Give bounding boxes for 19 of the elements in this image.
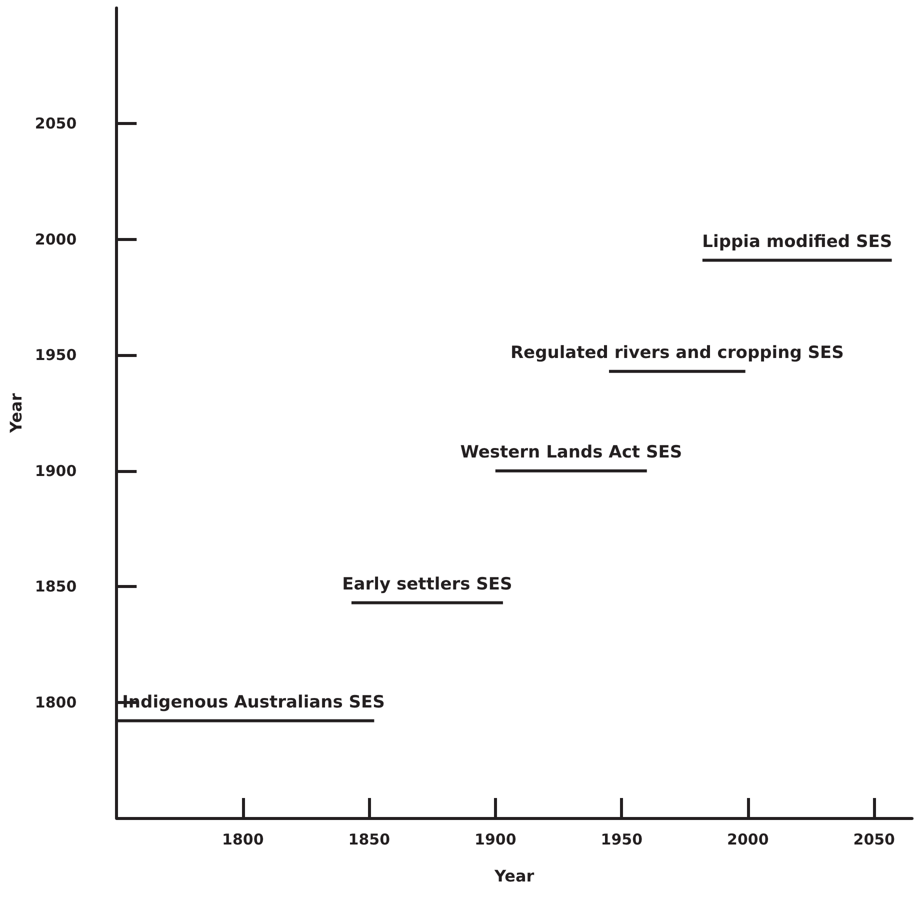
x-tick-label: 1850 [348,830,390,848]
series-label: Western Lands Act SES [460,442,682,462]
y-tick-label: 2000 [34,230,77,248]
y-tick-label: 1850 [34,578,77,596]
y-axis-title: Year [6,393,26,434]
series-label: Regulated rivers and cropping SES [510,342,844,363]
series-label: Indigenous Australians SES [122,692,385,712]
x-axis-title: Year [493,866,534,886]
y-tick-label: 1800 [34,693,77,712]
x-tick-label: 1800 [222,830,264,848]
x-tick-label: 1950 [600,830,643,848]
x-tick-label: 2050 [853,830,895,848]
y-tick-label: 1900 [34,462,77,480]
x-tick-label: 1900 [474,830,516,848]
y-tick-label: 1950 [34,346,77,364]
series-label: Early settlers SES [342,574,512,594]
series-label: Lippia modified SES [702,232,892,252]
y-tick-label: 2050 [34,114,77,133]
x-tick-label: 2000 [727,830,769,848]
